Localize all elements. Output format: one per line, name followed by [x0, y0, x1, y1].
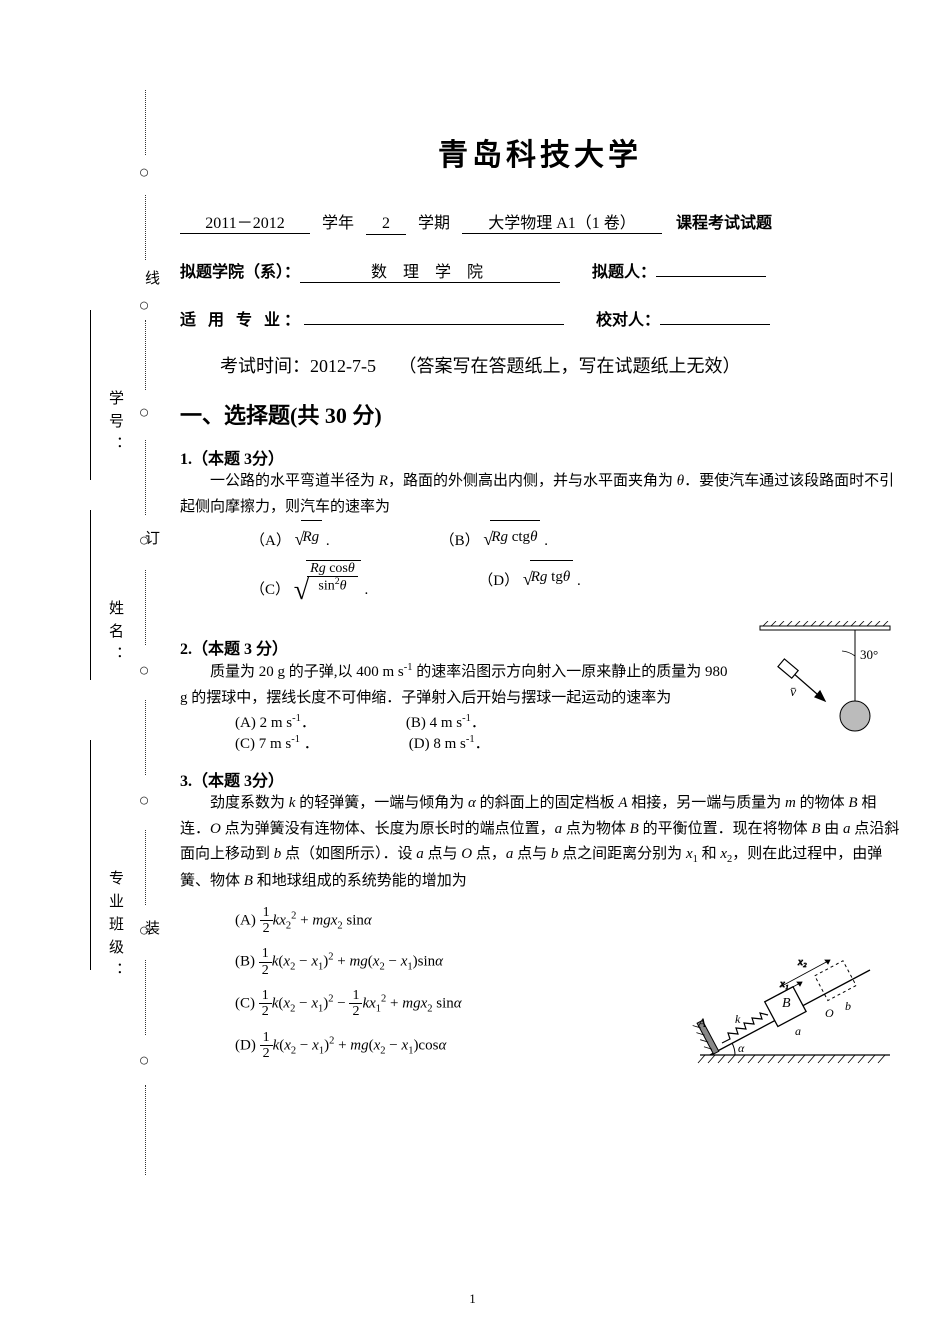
q1-opt-b: （B） √Rg ctgθ . — [440, 520, 548, 560]
svg-text:a: a — [795, 1024, 801, 1038]
dotted-line — [145, 570, 146, 645]
svg-text:x₁: x₁ — [779, 978, 789, 990]
q3-opt-a: (A) 12kx22 + mgx2 sinα — [235, 905, 670, 937]
setter-label: 拟题人： — [592, 258, 656, 282]
svg-text:A: A — [697, 1015, 706, 1030]
q1-d-label: （D） — [478, 573, 519, 589]
q2-figure: 30° v̄ — [730, 621, 900, 741]
semester: 2 — [366, 215, 406, 235]
q2-opt-b: (B) 4 m s-1． — [406, 711, 486, 732]
dept: 数 理 学 院 — [300, 258, 560, 283]
q1-opt-d: （D） √Rg tgθ . — [478, 560, 580, 622]
exam-title-label: 课程考试试题 — [676, 209, 772, 233]
q1-text: 一公路的水平弯道半径为 R，路面的外侧高出内侧，并与水平面夹角为 θ．要使汽车通… — [180, 469, 900, 520]
binding-label-class: 专业班级： — [105, 870, 126, 985]
note-prefix: 考试时间： — [220, 356, 310, 376]
dotted-line — [145, 320, 146, 390]
q2-head: 2.（本题 3 分） — [180, 635, 730, 659]
binding-underline — [90, 740, 91, 970]
binding-underline — [90, 310, 91, 480]
circle-mark: ○ — [135, 402, 153, 426]
q1-a-tail: . — [322, 533, 330, 549]
svg-text:30°: 30° — [860, 647, 878, 662]
q1-opt-c: （C） √ Rg cosθ sin2θ . — [250, 560, 368, 622]
binding-mark-xian: 线 — [141, 270, 162, 285]
q1-a-label: （A） — [250, 533, 291, 549]
svg-text:v̄: v̄ — [790, 685, 797, 700]
circle-mark: ○ — [135, 1050, 153, 1074]
course-name: 大学物理 A1（1 卷） — [462, 209, 662, 234]
svg-text:b: b — [845, 999, 851, 1013]
q1-options: （A） √Rg . （B） √Rg ctgθ . （C） √ Rg cosθ s… — [250, 520, 900, 621]
note-suffix: （答案写在答题纸上，写在试题纸上无效） — [399, 356, 741, 376]
dotted-line — [145, 1085, 146, 1175]
checker-blank — [660, 305, 770, 325]
circle-mark: ○ — [135, 790, 153, 814]
q3-opt-d: (D) 12k(x2 − x1)2 + mg(x2 − x1)cosα — [235, 1030, 670, 1062]
section-1-title: 一、选择题(共 30 分) — [180, 398, 900, 430]
circle-mark: ○ — [135, 530, 153, 554]
major-blank — [304, 305, 564, 325]
q2-options: (A) 2 m s-1． (B) 4 m s-1． (C) 7 m s-1 ． … — [235, 711, 730, 753]
svg-text:x₂: x₂ — [797, 956, 807, 968]
q3-head: 3.（本题 3分） — [180, 767, 900, 791]
page-number: 1 — [0, 1291, 945, 1307]
q1-opt-a: （A） √Rg . — [250, 520, 330, 560]
circle-mark: ○ — [135, 660, 153, 684]
binding-margin: ○ 线 ○ ○ 订 ○ ○ ○ 装 ○ ○ 学号： 姓名： 专业班级： — [85, 0, 175, 1337]
q3-text: 劲度系数为 k 的轻弹簧，一端与倾角为 α 的斜面上的固定档板 A 相接，另一端… — [180, 791, 900, 894]
dotted-line — [145, 90, 146, 155]
dotted-line — [145, 440, 146, 515]
binding-underline — [90, 510, 91, 680]
svg-text:α: α — [738, 1041, 745, 1055]
q1-c-label: （C） — [250, 582, 290, 598]
svg-text:B: B — [782, 996, 791, 1011]
svg-text:O: O — [825, 1006, 834, 1020]
q2-opt-c: (C) 7 m s-1 ． — [235, 732, 319, 753]
q1-b-label: （B） — [440, 533, 480, 549]
dotted-line — [145, 700, 146, 775]
circle-mark: ○ — [135, 162, 153, 186]
q1-b-tail: . — [540, 533, 548, 549]
header-row-3: 适 用 专 业： 校对人： — [180, 305, 900, 330]
label-xueqi: 学期 — [418, 209, 450, 233]
dotted-line — [145, 960, 146, 1035]
q2-opt-a: (A) 2 m s-1． — [235, 711, 316, 732]
q2-opt-d: (D) 8 m s-1． — [409, 732, 490, 753]
header-row-2: 拟题学院（系）： 数 理 学 院 拟题人： — [180, 257, 900, 283]
q1-c-tail: . — [361, 582, 369, 598]
q3-opt-c: (C) 12k(x2 − x1)2 − 12kx12 + mgx2 sinα — [235, 988, 670, 1020]
q3-figure: α A k B — [680, 915, 900, 1075]
exam-note: 考试时间：2012-7-5 （答案写在答题纸上，写在试题纸上无效） — [220, 352, 900, 378]
q1-head: 1.（本题 3分） — [180, 445, 900, 469]
major-label: 适 用 专 业： — [180, 306, 304, 330]
dotted-line — [145, 195, 146, 260]
q3-opt-b: (B) 12k(x2 − x1)2 + mg(x2 − x1)sinα — [235, 946, 670, 978]
university-title: 青岛科技大学 — [180, 130, 900, 174]
binding-label-name: 姓名： — [105, 600, 126, 669]
header-row-1: 2011－2012 学年 2 学期 大学物理 A1（1 卷） 课程考试试题 — [180, 209, 900, 235]
dept-label: 拟题学院（系）： — [180, 258, 300, 282]
dotted-line — [145, 830, 146, 905]
circle-mark: ○ — [135, 920, 153, 944]
label-xuenian: 学年 — [322, 209, 354, 233]
checker-label: 校对人： — [596, 306, 660, 330]
q3-options: (A) 12kx22 + mgx2 sinα (B) 12k(x2 − x1)2… — [235, 905, 670, 1062]
binding-label-id: 学号： — [105, 390, 126, 459]
q1-d-tail: . — [573, 573, 581, 589]
circle-mark: ○ — [135, 295, 153, 319]
note-date: 2012-7-5 — [310, 356, 376, 376]
academic-year: 2011－2012 — [180, 209, 310, 234]
page-content: 青岛科技大学 2011－2012 学年 2 学期 大学物理 A1（1 卷） 课程… — [180, 130, 900, 1075]
svg-text:k: k — [735, 1012, 741, 1026]
q2-text: 质量为 20 g 的子弹,以 400 m s-1 的速率沿图示方向射入一原来静止… — [180, 659, 730, 711]
setter-blank — [656, 257, 766, 277]
